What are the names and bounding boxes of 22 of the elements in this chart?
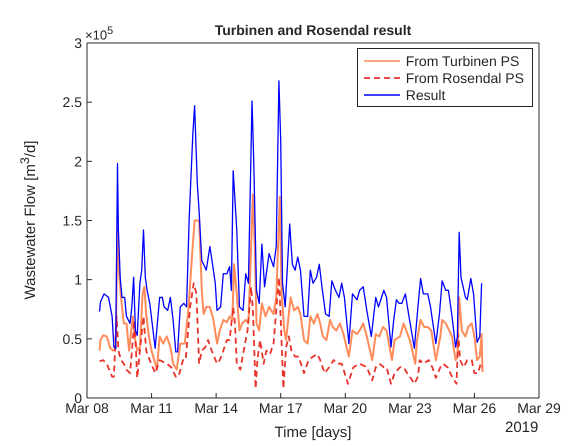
- x-tick-label: Mar 26: [452, 400, 496, 416]
- text: ×10$^{5}$: [85, 25, 114, 42]
- x-tick-label: Mar 14: [194, 400, 238, 416]
- y-tick-label: 3: [74, 34, 82, 51]
- x-tick-label: Mar 23: [388, 400, 432, 416]
- y-tick-label: 0.5: [62, 330, 82, 347]
- line-series: [98, 193, 484, 373]
- y-tick-label: 1.5: [62, 212, 82, 228]
- x-tick-label: Mar 20: [323, 400, 368, 416]
- y-tick-label: 1: [74, 272, 82, 288]
- legend-label: Result: [406, 86, 446, 102]
- legend-label: From Rosendal PS: [406, 70, 524, 86]
- x-axis-title: Time [days]: [274, 424, 352, 441]
- line-series: [98, 276, 484, 390]
- x-tick-label: Mar 11: [130, 400, 174, 416]
- text: 2019: [505, 419, 538, 436]
- chart-title: Turbinen and Rosendal result: [214, 22, 412, 38]
- x-tick-label: Mar 29: [517, 400, 561, 416]
- y-tick-label: 2.5: [62, 94, 82, 110]
- x-tick-label: Mar 17: [258, 400, 303, 416]
- y-tick-label: 2: [74, 153, 82, 170]
- legend-label: From Turbinen PS: [406, 52, 520, 68]
